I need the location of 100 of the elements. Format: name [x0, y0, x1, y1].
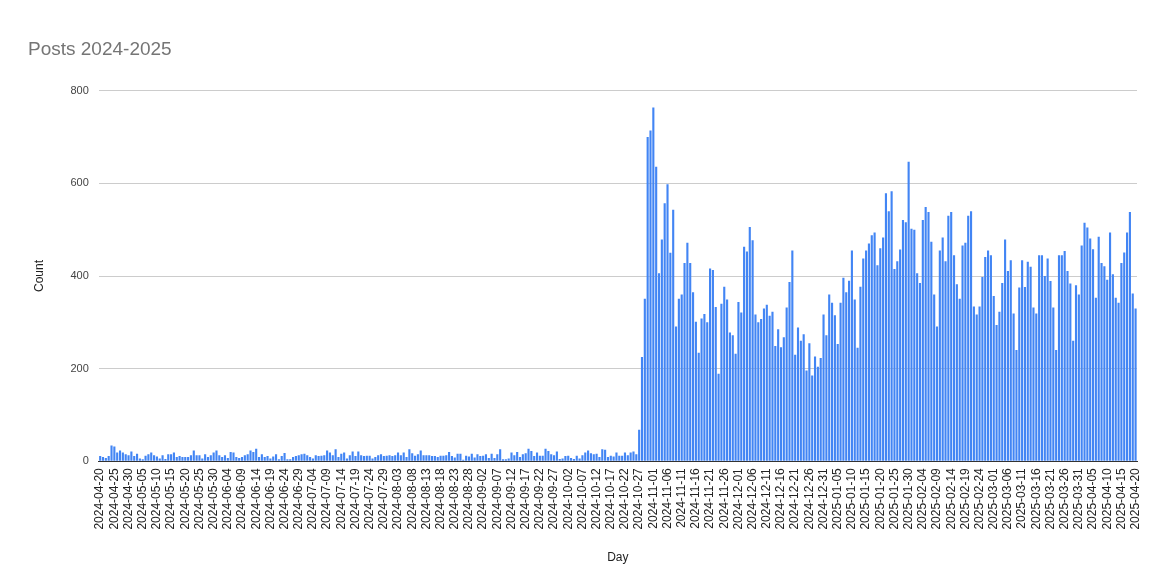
- bar: [249, 450, 252, 461]
- bar: [206, 457, 210, 461]
- y-tick-label: 400: [70, 269, 89, 282]
- bar: [941, 237, 944, 461]
- bar: [626, 455, 629, 461]
- bar: [348, 455, 351, 461]
- x-tick-label: 2024-06-29: [291, 467, 306, 530]
- bar: [428, 455, 431, 461]
- x-tick-label: 2024-09-02: [475, 467, 490, 530]
- x-tick-label: 2025-01-30: [900, 467, 915, 530]
- x-tick-label: 2025-03-16: [1028, 467, 1043, 530]
- bar: [118, 450, 122, 461]
- x-axis-title: Day: [607, 550, 629, 565]
- bar: [870, 235, 873, 461]
- bar: [521, 454, 524, 461]
- bar: [252, 451, 255, 461]
- bar: [589, 453, 592, 461]
- x-tick-label: 2024-09-27: [546, 467, 561, 530]
- bar: [544, 448, 547, 461]
- bar: [408, 449, 411, 461]
- bar: [601, 449, 604, 461]
- bar: [104, 457, 107, 461]
- x-tick-label: 2024-08-03: [390, 467, 405, 530]
- x-tick-label: 2025-04-20: [1127, 467, 1142, 530]
- bar: [124, 454, 127, 461]
- bar: [813, 356, 817, 461]
- bar: [587, 450, 590, 461]
- bar: [552, 455, 556, 461]
- bar: [907, 161, 910, 461]
- bar: [487, 457, 490, 461]
- bar: [246, 454, 249, 461]
- bar: [828, 294, 831, 461]
- x-tick-label: 2024-09-22: [532, 467, 547, 530]
- bar: [947, 215, 950, 461]
- bar: [135, 453, 139, 461]
- bar: [762, 308, 766, 461]
- bar: [884, 193, 888, 461]
- bar: [538, 455, 541, 461]
- bar: [365, 455, 368, 461]
- x-tick-label: 2025-04-05: [1085, 467, 1100, 530]
- x-tick-label: 2024-10-22: [617, 467, 632, 530]
- bar: [632, 451, 635, 461]
- bar: [240, 457, 244, 461]
- bar: [445, 455, 448, 461]
- bar: [1021, 260, 1024, 461]
- bar: [416, 454, 419, 461]
- bar: [527, 448, 530, 461]
- bar: [550, 454, 553, 461]
- bar: [413, 455, 417, 461]
- x-tick-label: 2024-08-13: [418, 467, 433, 530]
- bar: [306, 455, 309, 461]
- bar: [385, 455, 388, 461]
- bar: [850, 250, 853, 461]
- x-tick-label: 2024-05-20: [177, 467, 192, 530]
- bar: [530, 451, 533, 461]
- x-tick-label: 2024-07-09: [319, 467, 334, 530]
- x-tick-label: 2025-02-14: [943, 467, 958, 530]
- bar: [297, 455, 300, 461]
- x-tick-label: 2024-12-16: [773, 467, 788, 530]
- bar: [584, 452, 587, 461]
- x-tick-label: 2024-05-10: [149, 467, 164, 530]
- bar: [374, 457, 377, 461]
- bar: [535, 452, 539, 461]
- bar: [731, 335, 734, 461]
- bar: [229, 451, 232, 461]
- bar: [218, 455, 221, 461]
- x-tick-label: 2025-03-21: [1042, 467, 1057, 530]
- bar: [822, 314, 825, 461]
- x-tick-label: 2024-09-17: [517, 467, 532, 530]
- bar: [623, 452, 627, 461]
- bar: [677, 298, 680, 461]
- bar: [396, 452, 400, 461]
- bar: [238, 457, 241, 461]
- bar: [482, 455, 485, 461]
- bar: [743, 246, 746, 461]
- bar: [360, 455, 363, 461]
- x-tick-label: 2024-10-17: [603, 467, 618, 530]
- x-tick-label: 2025-03-01: [986, 467, 1001, 530]
- bar: [223, 455, 227, 461]
- bar: [1103, 266, 1106, 461]
- x-tick-label: 2024-07-14: [333, 467, 348, 530]
- x-tick-label: 2025-03-11: [1014, 467, 1029, 529]
- bar: [1086, 227, 1089, 461]
- bar: [1060, 255, 1063, 461]
- bar: [357, 451, 360, 461]
- y-tick-label: 200: [70, 361, 89, 374]
- bar: [362, 456, 366, 461]
- bar: [391, 456, 394, 461]
- bar: [328, 452, 332, 461]
- bar: [209, 455, 212, 461]
- bar: [439, 455, 442, 461]
- bar: [127, 455, 130, 461]
- bar: [1083, 222, 1086, 461]
- y-tick-label: 800: [70, 83, 89, 96]
- bar: [524, 453, 527, 461]
- bar: [479, 456, 482, 461]
- x-tick-label: 2025-04-10: [1099, 467, 1114, 530]
- bar: [1074, 285, 1078, 461]
- bar: [303, 453, 306, 461]
- bar: [703, 313, 706, 461]
